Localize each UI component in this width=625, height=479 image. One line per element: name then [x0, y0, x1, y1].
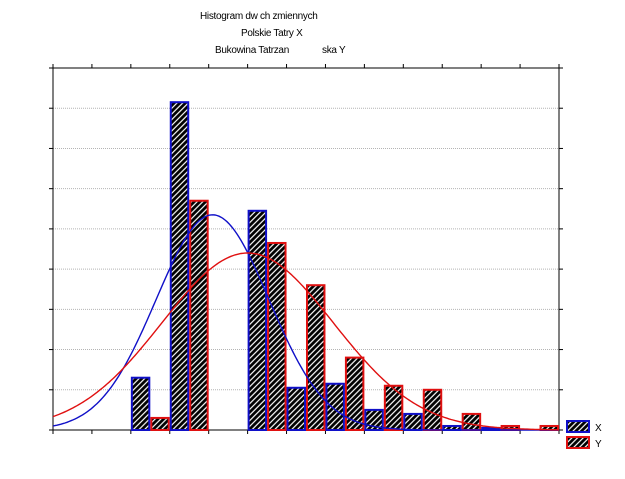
bar-x — [169, 101, 190, 431]
bar-y — [461, 412, 482, 431]
bar-x — [325, 382, 345, 431]
bar-y — [383, 384, 404, 431]
chart-title-block: Histogram dw ch zmiennych Polskie Tatry … — [0, 8, 625, 60]
fit-curve-y — [52, 252, 560, 431]
bar-x — [247, 209, 268, 431]
legend-label-x: X — [595, 423, 602, 434]
bar-y — [306, 284, 326, 432]
fit-curve-x — [52, 214, 559, 431]
chart-subtitle-x: Polskie Tatry X — [241, 28, 303, 39]
legend-label-y: Y — [595, 439, 602, 450]
bar-y — [344, 356, 365, 432]
chart-subtitle-y-part1: Bukowina Tatrzan — [215, 45, 289, 56]
chart-subtitle-y-part2: ska Y — [322, 45, 346, 56]
bars-layer — [130, 101, 559, 432]
bar-y — [150, 416, 170, 431]
chart-title: Histogram dw ch zmiennych — [200, 11, 318, 22]
legend: XY — [566, 420, 602, 450]
legend-swatch-x — [566, 420, 590, 433]
bar-x — [130, 376, 151, 432]
bar-x — [403, 412, 423, 431]
plot-frame — [52, 67, 560, 431]
bar-x — [286, 386, 306, 431]
curves-layer — [52, 214, 560, 431]
grid-layer — [53, 107, 559, 391]
legend-swatch-y — [566, 436, 590, 449]
ticks-layer — [49, 64, 563, 434]
bar-y — [267, 241, 287, 431]
bar-y — [189, 199, 209, 431]
